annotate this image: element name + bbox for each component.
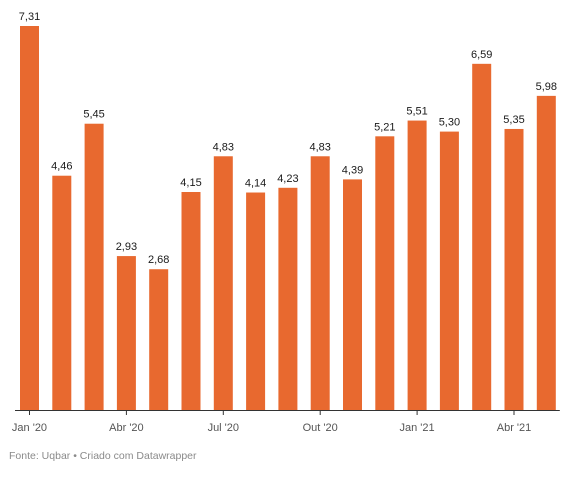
bar — [213, 156, 233, 410]
x-tick-label: Jul '20 — [208, 422, 239, 434]
x-tick-label: Jan '21 — [400, 422, 435, 434]
bar-value-label: 4,83 — [213, 141, 234, 153]
value-labels-group: 7,31 4,46 5,45 2,93 2,68 4,15 4,83 4,14 4,23 4,83… — [19, 11, 557, 266]
bar-value-label: 4,83 — [309, 141, 330, 153]
bar — [278, 187, 298, 410]
bar-value-label: 4,39 — [342, 164, 363, 176]
bar-value-label: 4,15 — [180, 177, 201, 189]
bar — [20, 26, 39, 410]
source-note: Fonte: Uqbar • Criado com Datawrapper — [9, 450, 197, 462]
bar-value-label: 2,93 — [116, 241, 137, 253]
x-tick-label: Abr '21 — [497, 422, 532, 434]
bar — [504, 128, 524, 410]
bar-value-label: 5,21 — [374, 121, 395, 133]
x-tick-label: Jan '20 — [12, 422, 47, 434]
bar-value-label: 4,46 — [51, 161, 72, 173]
bar-value-label: 4,23 — [277, 173, 298, 185]
bar-value-label: 5,35 — [503, 114, 524, 126]
bar — [181, 192, 201, 410]
bar-value-label: 5,30 — [439, 117, 460, 129]
bar — [149, 269, 169, 410]
bar — [84, 123, 104, 411]
bar — [536, 95, 556, 411]
bar — [439, 131, 459, 410]
bar — [407, 120, 427, 410]
bar-value-label: 6,59 — [471, 49, 492, 61]
bar-value-label: 5,51 — [406, 106, 427, 118]
bar-value-label: 4,14 — [245, 178, 266, 190]
bar — [246, 192, 266, 410]
bar-value-label: 7,31 — [19, 11, 40, 23]
bar-value-label: 2,68 — [148, 254, 169, 266]
bar — [375, 136, 395, 410]
bar-value-label: 5,45 — [83, 109, 104, 121]
x-ticks-group: Jan '20 Abr '20 Jul '20 Out '20 Jan '21 Abr '… — [12, 410, 531, 434]
bars-group — [20, 26, 556, 411]
bar — [310, 156, 330, 410]
bar — [343, 179, 362, 410]
x-tick-label: Out '20 — [303, 422, 338, 434]
bar-value-label: 5,98 — [536, 81, 557, 93]
bar — [116, 256, 136, 410]
bar — [472, 63, 492, 410]
x-tick-label: Abr '20 — [109, 422, 144, 434]
bar — [52, 175, 72, 410]
